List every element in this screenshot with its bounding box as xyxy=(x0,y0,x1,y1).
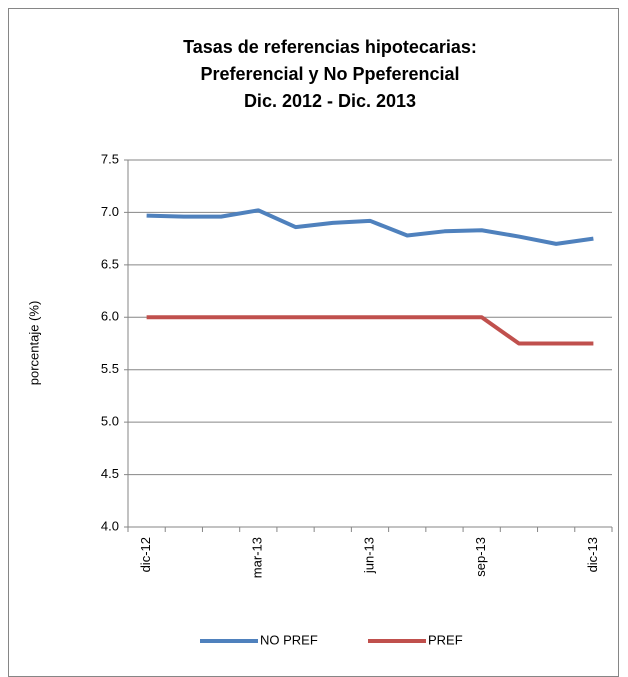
y-tick-label: 5.0 xyxy=(101,414,119,429)
legend-label: NO PREF xyxy=(260,632,318,647)
legend-label: PREF xyxy=(428,632,463,647)
chart-title: Dic. 2012 - Dic. 2013 xyxy=(244,91,416,111)
y-tick-label: 7.0 xyxy=(101,204,119,219)
chart-title: Preferencial y No Ppeferencial xyxy=(200,64,459,84)
y-tick-label: 4.0 xyxy=(101,518,119,533)
y-tick-label: 5.5 xyxy=(101,361,119,376)
series-line xyxy=(146,208,594,246)
x-tick-label: mar-13 xyxy=(250,537,265,578)
y-tick-label: 4.5 xyxy=(101,466,119,481)
y-tick-label: 6.5 xyxy=(101,256,119,271)
x-tick-label: dic-12 xyxy=(138,537,153,572)
x-tick-label: dic-13 xyxy=(585,537,600,572)
y-tick-label: 6.0 xyxy=(101,309,119,324)
chart-title: Tasas de referencias hipotecarias: xyxy=(183,37,477,57)
x-tick-label: jun-13 xyxy=(361,537,376,574)
x-tick-label: sep-13 xyxy=(473,537,488,577)
series-line xyxy=(146,315,594,346)
y-axis-label: porcentaje (%) xyxy=(26,301,41,386)
y-tick-label: 7.5 xyxy=(101,151,119,166)
